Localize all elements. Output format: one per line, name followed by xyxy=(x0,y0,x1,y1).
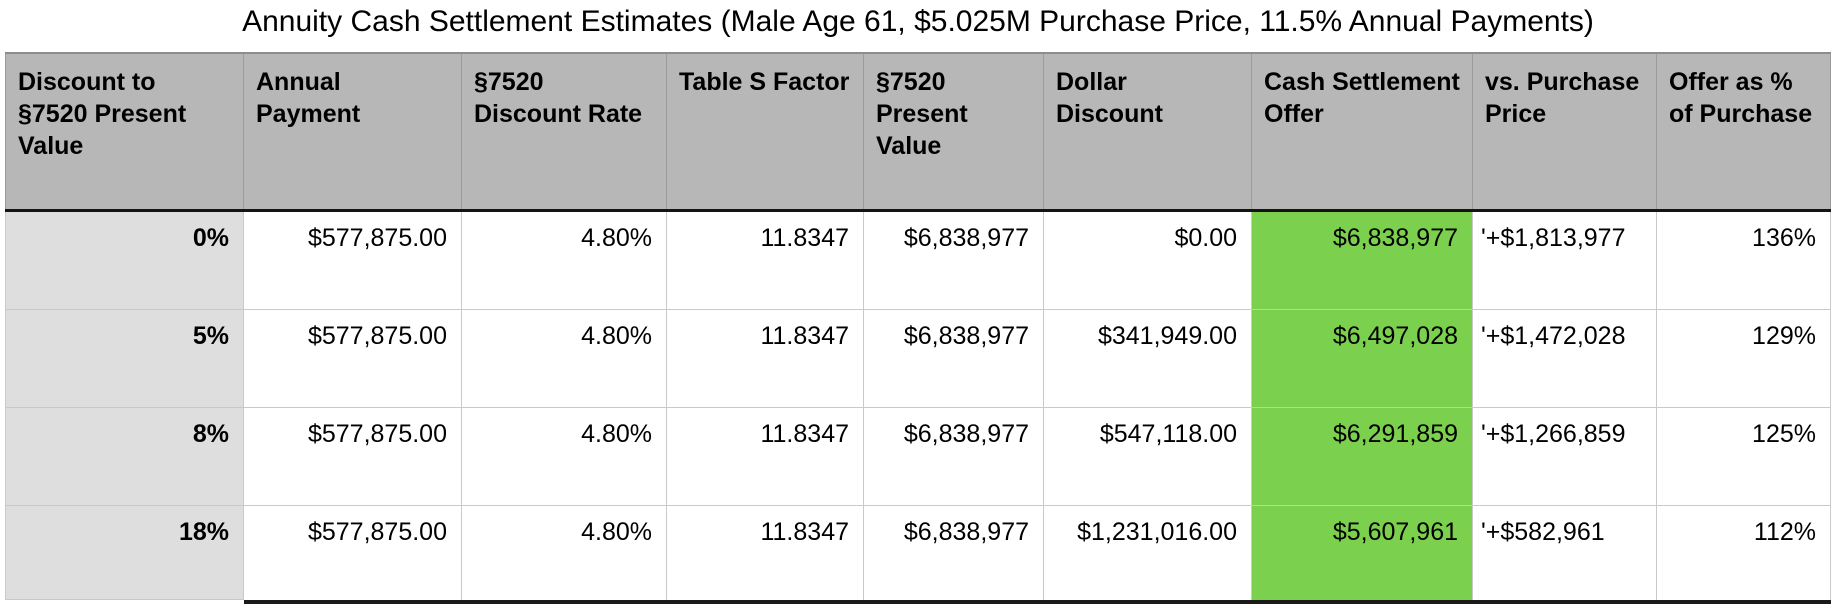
cell-offer-pct[interactable]: 129% xyxy=(1657,310,1831,408)
cell-present-value[interactable]: $6,838,977 xyxy=(864,506,1044,600)
header-cell-dollar-discount[interactable]: Dollar Discount xyxy=(1044,54,1252,209)
cell-discount-rate[interactable]: 4.80% xyxy=(462,310,667,408)
cell-annual-payment[interactable]: $577,875.00 xyxy=(244,408,462,506)
cell-table-s-factor[interactable]: 11.8347 xyxy=(667,506,864,600)
header-cell-vs-purchase-price[interactable]: vs. Purchase Price xyxy=(1473,54,1657,209)
cell-dollar-discount[interactable]: $1,231,016.00 xyxy=(1044,506,1252,600)
cell-present-value[interactable]: $6,838,977 xyxy=(864,408,1044,506)
cell-present-value[interactable]: $6,838,977 xyxy=(864,212,1044,310)
cell-vs-purchase[interactable]: '+$1,266,859 xyxy=(1473,408,1657,506)
table-header-row: Discount to §7520 Present Value Annual P… xyxy=(5,52,1831,209)
table-row-discount-5: 5% $577,875.00 4.80% 11.8347 $6,838,977 … xyxy=(5,310,1831,408)
cell-discount-rate[interactable]: 4.80% xyxy=(462,408,667,506)
header-cell-table-s-factor[interactable]: Table S Factor xyxy=(667,54,864,209)
cell-cash-offer[interactable]: $6,497,028 xyxy=(1252,310,1473,408)
header-cell-7520-present-value[interactable]: §7520 Present Value xyxy=(864,54,1044,209)
cell-dollar-discount[interactable]: $547,118.00 xyxy=(1044,408,1252,506)
cell-discount-label[interactable]: 18% xyxy=(5,506,244,600)
cell-cash-offer[interactable]: $6,838,977 xyxy=(1252,212,1473,310)
cell-offer-pct[interactable]: 125% xyxy=(1657,408,1831,506)
header-divider xyxy=(5,209,1831,212)
cell-annual-payment[interactable]: $577,875.00 xyxy=(244,506,462,600)
table-row-discount-0: 0% $577,875.00 4.80% 11.8347 $6,838,977 … xyxy=(5,212,1831,310)
cell-vs-purchase[interactable]: '+$1,813,977 xyxy=(1473,212,1657,310)
report-title: Annuity Cash Settlement Estimates (Male … xyxy=(242,5,1594,38)
cell-discount-label[interactable]: 0% xyxy=(5,212,244,310)
cell-table-s-factor[interactable]: 11.8347 xyxy=(667,408,864,506)
table-bottom-border xyxy=(244,600,1831,604)
header-cell-7520-discount-rate[interactable]: §7520 Discount Rate xyxy=(462,54,667,209)
cell-table-s-factor[interactable]: 11.8347 xyxy=(667,212,864,310)
cell-discount-rate[interactable]: 4.80% xyxy=(462,212,667,310)
cell-vs-purchase[interactable]: '+$1,472,028 xyxy=(1473,310,1657,408)
table-row-discount-18: 18% $577,875.00 4.80% 11.8347 $6,838,977… xyxy=(5,506,1831,600)
cell-discount-label[interactable]: 5% xyxy=(5,310,244,408)
cell-annual-payment[interactable]: $577,875.00 xyxy=(244,310,462,408)
header-cell-offer-pct-of-purchase[interactable]: Offer as % of Purchase xyxy=(1657,54,1831,209)
cell-offer-pct[interactable]: 112% xyxy=(1657,506,1831,600)
cell-cash-offer[interactable]: $6,291,859 xyxy=(1252,408,1473,506)
header-cell-cash-settlement-offer[interactable]: Cash Settlement Offer xyxy=(1252,54,1473,209)
cell-annual-payment[interactable]: $577,875.00 xyxy=(244,212,462,310)
header-cell-annual-payment[interactable]: Annual Payment xyxy=(244,54,462,209)
cell-table-s-factor[interactable]: 11.8347 xyxy=(667,310,864,408)
cell-dollar-discount[interactable]: $341,949.00 xyxy=(1044,310,1252,408)
cell-cash-offer[interactable]: $5,607,961 xyxy=(1252,506,1473,600)
header-cell-discount-to-7520[interactable]: Discount to §7520 Present Value xyxy=(5,54,244,209)
cell-offer-pct[interactable]: 136% xyxy=(1657,212,1831,310)
settlement-table: Discount to §7520 Present Value Annual P… xyxy=(5,52,1831,604)
cell-dollar-discount[interactable]: $0.00 xyxy=(1044,212,1252,310)
cell-discount-rate[interactable]: 4.80% xyxy=(462,506,667,600)
cell-discount-label[interactable]: 8% xyxy=(5,408,244,506)
cell-present-value[interactable]: $6,838,977 xyxy=(864,310,1044,408)
table-row-discount-8: 8% $577,875.00 4.80% 11.8347 $6,838,977 … xyxy=(5,408,1831,506)
cell-vs-purchase[interactable]: '+$582,961 xyxy=(1473,506,1657,600)
